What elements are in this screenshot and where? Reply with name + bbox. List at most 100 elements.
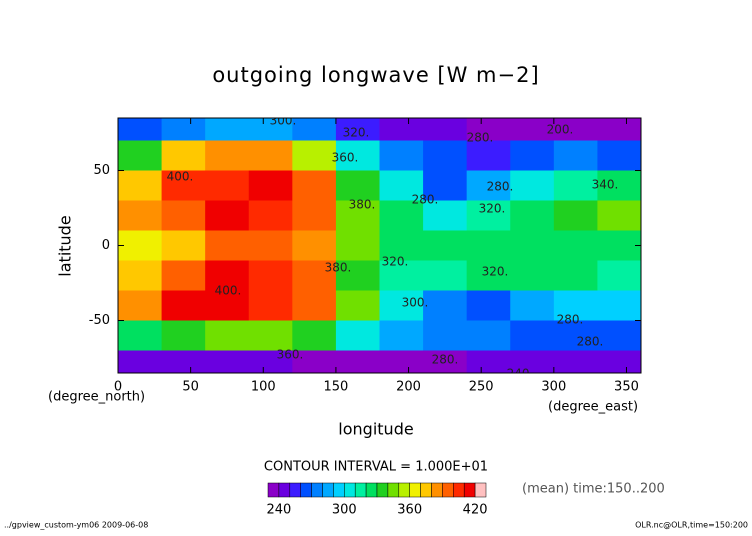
cell xyxy=(553,320,598,351)
cell xyxy=(118,260,163,291)
colorbar-tick-label: 420 xyxy=(463,503,488,518)
y-tick-label: 0 xyxy=(102,238,110,253)
colorbar-box xyxy=(300,482,312,498)
cell xyxy=(205,290,250,321)
contour-label: 280. xyxy=(487,180,514,194)
cell xyxy=(597,320,641,351)
cell xyxy=(510,200,555,231)
cell xyxy=(118,230,163,261)
colorbar-box xyxy=(267,482,280,498)
contour-label: 360. xyxy=(277,348,304,362)
contour-label: 400. xyxy=(167,170,194,184)
cell xyxy=(466,140,511,171)
contour-label: 280. xyxy=(412,193,439,207)
cell xyxy=(335,118,380,141)
cell xyxy=(248,260,293,291)
contour-label: 280. xyxy=(467,131,494,145)
colorbar-box xyxy=(354,482,367,498)
cell xyxy=(423,170,468,201)
contour-label: 320. xyxy=(482,265,509,279)
x-tick-label: 200 xyxy=(396,380,421,395)
cell xyxy=(248,290,293,321)
cell xyxy=(553,200,598,231)
cell xyxy=(466,118,511,141)
cell xyxy=(161,290,206,321)
contour-label: 280. xyxy=(432,353,459,367)
colorbar-box xyxy=(431,482,443,498)
colorbar-box xyxy=(398,482,410,498)
colorbar-box xyxy=(420,482,432,498)
cell xyxy=(553,230,598,261)
cell xyxy=(423,260,468,291)
cell xyxy=(118,140,163,171)
cell xyxy=(335,140,380,171)
cell xyxy=(597,260,641,291)
cell xyxy=(423,320,468,351)
cell xyxy=(292,200,337,231)
cell xyxy=(335,230,380,261)
y-axis-label: latitude xyxy=(56,215,75,276)
colorbar-box xyxy=(409,482,421,498)
contour-label: 280. xyxy=(557,313,584,327)
cell xyxy=(292,230,337,261)
cell xyxy=(423,230,468,261)
cell xyxy=(118,290,163,321)
colorbar-box xyxy=(463,482,476,498)
footer-right: OLR.nc@OLR,time=150:200 xyxy=(635,521,748,530)
colorbar-tick-label: 300 xyxy=(332,503,357,518)
cell xyxy=(379,118,424,141)
cell xyxy=(553,140,598,171)
cell xyxy=(248,320,293,351)
y-tick-label: -50 xyxy=(89,313,110,328)
contour-label: 240. xyxy=(507,367,534,381)
contour-label: 320. xyxy=(343,126,370,140)
cell xyxy=(292,320,337,351)
x-axis-label: longitude xyxy=(338,420,413,439)
cell xyxy=(379,170,424,201)
cell xyxy=(423,350,468,373)
colorbar-box xyxy=(474,482,487,498)
x-tick-label: 150 xyxy=(324,380,349,395)
cell xyxy=(161,320,206,351)
cell xyxy=(205,200,250,231)
cell xyxy=(597,350,641,373)
cell xyxy=(510,230,555,261)
cell xyxy=(118,350,163,373)
cell xyxy=(553,170,598,201)
colorbar-box xyxy=(333,482,345,498)
cell xyxy=(118,118,163,141)
colorbar-box xyxy=(344,482,356,498)
footer-left: ../gpview_custom-ym06 2009-06-08 xyxy=(4,521,148,530)
cell xyxy=(248,170,293,201)
cell xyxy=(597,230,641,261)
colorbar-box xyxy=(322,482,334,498)
cell xyxy=(466,260,511,291)
field xyxy=(118,118,641,373)
cell xyxy=(205,260,250,291)
cell xyxy=(379,140,424,171)
time-note: (mean) time:150..200 xyxy=(522,482,665,497)
cell xyxy=(118,320,163,351)
contour-label: 300. xyxy=(270,114,297,128)
cell xyxy=(335,350,380,373)
cell xyxy=(118,200,163,231)
cell xyxy=(161,350,206,373)
cell xyxy=(423,140,468,171)
cell xyxy=(292,260,337,291)
x-tick-label: 50 xyxy=(182,380,199,395)
colorbar-box xyxy=(453,482,465,498)
cell xyxy=(510,320,555,351)
cell xyxy=(466,170,511,201)
cell xyxy=(510,350,555,373)
cell xyxy=(292,118,337,141)
contour-interval: CONTOUR INTERVAL = 1.000E+01 xyxy=(264,460,488,475)
cell xyxy=(510,260,555,291)
cell xyxy=(597,118,641,141)
cell xyxy=(466,350,511,373)
cell xyxy=(423,200,468,231)
colorbar-box xyxy=(376,482,389,498)
cell xyxy=(379,230,424,261)
cell xyxy=(161,230,206,261)
x-tick-label: 0 xyxy=(114,380,122,395)
colorbar-box xyxy=(442,482,454,498)
